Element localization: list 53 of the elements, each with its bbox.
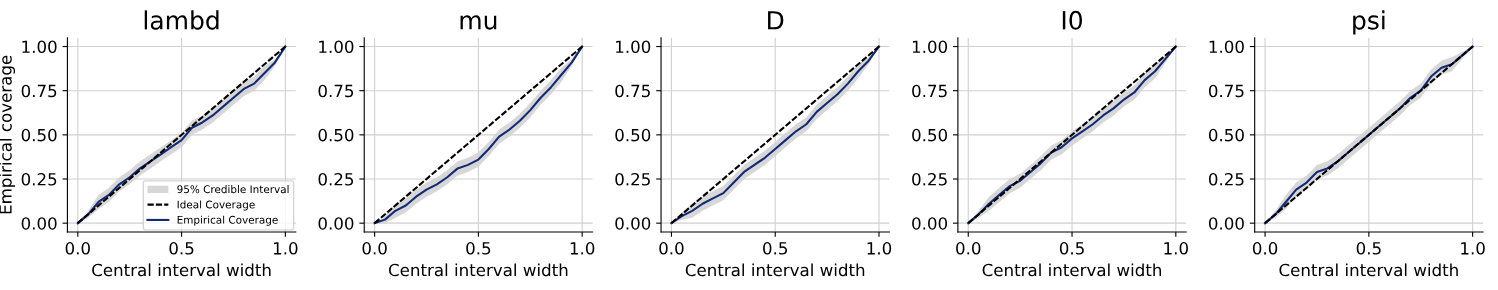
x-axis-title: Central interval width [1279,263,1458,277]
x-tick-label: 0.5 [1059,242,1084,255]
x-axis-title: Central interval width [92,263,271,277]
y-tick-label: 1.00 [22,40,57,54]
x-tick-label: 1.0 [570,242,595,255]
y-tick-label: 0.75 [1208,84,1244,98]
y-tick-label: 0.00 [615,217,651,230]
x-tick-label: 1.0 [273,242,298,255]
x-tick-label: 0.5 [169,242,194,255]
y-tick-label: 0.75 [615,84,650,98]
x-tick-label: 0.0 [65,242,90,255]
legend-label: Empirical Coverage [177,215,278,226]
y-tick-label: 0.25 [318,172,354,186]
y-tick-label: 0.00 [21,217,57,230]
chart-title: psi [1353,10,1385,35]
y-tick-label: 0.50 [912,128,948,142]
x-tick-label: 0.0 [362,242,387,255]
y-tick-label: 0.25 [1208,172,1244,186]
y-tick-label: 0.50 [318,128,354,142]
y-tick-label: 0.75 [318,84,354,98]
x-axis-title: Central interval width [388,263,568,277]
x-tick-label: 0.5 [763,242,788,255]
x-tick-label: 1.0 [1461,242,1485,255]
y-tick-label: 0.00 [912,217,948,230]
y-tick-label: 0.50 [615,128,651,142]
x-axis-title: Central interval width [982,263,1161,277]
x-tick-label: 0.5 [1356,242,1381,255]
y-tick-label: 1.00 [616,40,651,54]
x-axis-title: Central interval width [685,263,865,277]
y-tick-label: 0.00 [318,217,354,230]
y-tick-label: 0.25 [912,172,947,186]
y-tick-label: 1.00 [1209,40,1244,54]
y-tick-label: 0.25 [21,172,57,186]
y-tick-label: 0.75 [912,84,947,98]
chart-title: I0 [1062,10,1083,30]
x-tick-label: 0.0 [659,242,684,255]
y-tick-label: 1.00 [912,40,948,54]
x-tick-label: 0.0 [1252,242,1278,255]
legend-label: Ideal Coverage [177,200,255,211]
y-tick-label: 0.00 [1208,217,1244,230]
y-tick-label: 0.75 [21,84,57,98]
x-tick-label: 1.0 [1164,242,1188,255]
x-tick-label: 1.0 [867,242,892,255]
annotation: 95% Credible Interval [177,185,289,194]
x-tick-label: 0.5 [466,242,491,255]
y-tick-label: 0.50 [1208,128,1244,142]
y-tick-label: 0.50 [21,128,57,142]
chart-title: D [768,11,784,30]
y-tick-label: 0.25 [615,172,650,186]
y-tick-label: 1.00 [319,40,354,54]
x-tick-label: 0.0 [956,242,981,255]
chart-title: lambd [144,10,219,30]
chart-title: mu [460,15,497,30]
